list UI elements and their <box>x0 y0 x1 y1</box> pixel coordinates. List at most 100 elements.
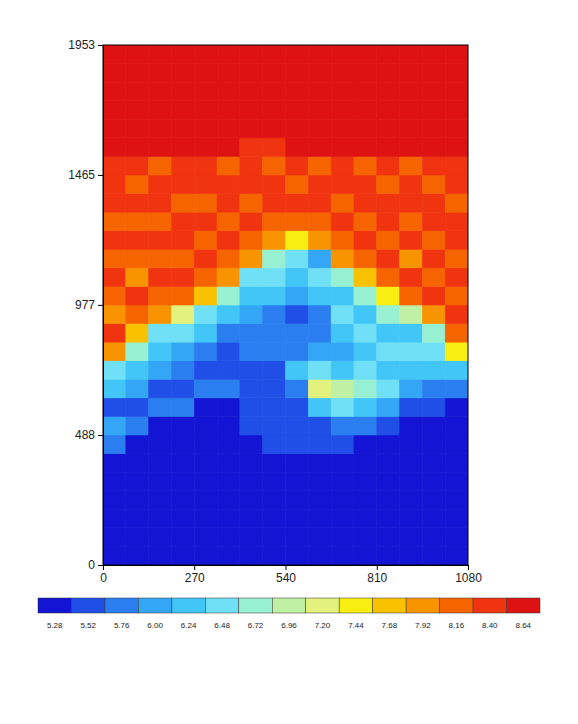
heatmap-cell <box>422 119 445 138</box>
heatmap-cell <box>400 119 423 138</box>
heatmap-cell <box>286 82 309 101</box>
heatmap-cell <box>308 286 331 305</box>
heatmap-cell <box>308 398 331 417</box>
tick: 1080 <box>455 565 482 585</box>
heatmap-cell <box>308 64 331 83</box>
heatmap-cell <box>194 435 217 454</box>
heatmap-cell <box>377 194 400 213</box>
heatmap-cell <box>422 361 445 380</box>
heatmap-cell <box>400 546 423 565</box>
heatmap-cell <box>103 491 126 510</box>
heatmap-cell <box>400 416 423 435</box>
heatmap-cell <box>217 324 240 343</box>
heatmap-cell <box>194 194 217 213</box>
heatmap-cell <box>422 342 445 361</box>
heatmap-cell <box>217 528 240 547</box>
heatmap-cell <box>240 342 263 361</box>
heatmap-cell <box>400 305 423 324</box>
tick: 977 <box>75 298 103 312</box>
heatmap-cell <box>194 286 217 305</box>
heatmap-cell <box>149 435 172 454</box>
heatmap-cell <box>286 398 309 417</box>
heatmap-cell <box>445 194 468 213</box>
heatmap-cell <box>445 324 468 343</box>
heatmap-cell <box>171 342 194 361</box>
heatmap-cell <box>308 324 331 343</box>
chart: 027054081010800488977146519535.285.525.7… <box>0 0 578 724</box>
heatmap-cell <box>331 454 354 473</box>
heatmap-cell <box>308 194 331 213</box>
heatmap-cell <box>126 416 149 435</box>
heatmap-cell <box>126 249 149 268</box>
heatmap-cell <box>103 361 126 380</box>
heatmap-cell <box>171 528 194 547</box>
heatmap-cell <box>400 101 423 120</box>
heatmap-cell <box>331 156 354 175</box>
heatmap-cell <box>240 101 263 120</box>
heatmap-cell <box>263 286 286 305</box>
heatmap-cell <box>171 268 194 287</box>
heatmap-cell <box>286 286 309 305</box>
heatmap-cell <box>217 194 240 213</box>
heatmap-cell <box>445 138 468 157</box>
heatmap-cell <box>103 156 126 175</box>
heatmap-cell <box>400 398 423 417</box>
heatmap-cell <box>126 398 149 417</box>
heatmap-cell <box>354 212 377 231</box>
heatmap-cell <box>400 64 423 83</box>
heatmap-cell <box>126 379 149 398</box>
heatmap-cell <box>354 119 377 138</box>
y-axis: 048897714651953 <box>68 38 103 572</box>
heatmap-cell <box>126 64 149 83</box>
heatmap-cell <box>445 156 468 175</box>
heatmap-cell <box>194 138 217 157</box>
heatmap-cell <box>240 119 263 138</box>
heatmap-cell <box>194 416 217 435</box>
heatmap-cell <box>400 509 423 528</box>
heatmap-cell <box>194 156 217 175</box>
heatmap-cell <box>194 454 217 473</box>
heatmap-cell <box>217 546 240 565</box>
heatmap-cell <box>400 249 423 268</box>
colorbar-swatch <box>71 598 104 613</box>
heatmap-cell <box>171 64 194 83</box>
heatmap-cell <box>194 528 217 547</box>
heatmap-cell <box>103 509 126 528</box>
heatmap-cell <box>354 45 377 64</box>
heatmap-cell <box>126 101 149 120</box>
heatmap-cell <box>103 546 126 565</box>
heatmap-cell <box>149 64 172 83</box>
heatmap-cell <box>354 101 377 120</box>
heatmap-cell <box>126 138 149 157</box>
heatmap-cell <box>400 194 423 213</box>
heatmap-cell <box>149 156 172 175</box>
heatmap-cell <box>194 491 217 510</box>
heatmap-cell <box>422 324 445 343</box>
heatmap-cell <box>308 472 331 491</box>
heatmap-cell <box>217 268 240 287</box>
tick-label: 1465 <box>68 168 95 182</box>
heatmap-cell <box>445 249 468 268</box>
heatmap-cell <box>286 138 309 157</box>
heatmap-cell <box>286 101 309 120</box>
heatmap-cell <box>286 361 309 380</box>
heatmap-cell <box>422 156 445 175</box>
heatmap-cell <box>400 528 423 547</box>
heatmap-cell <box>331 64 354 83</box>
heatmap-cell <box>240 194 263 213</box>
heatmap-cell <box>286 119 309 138</box>
heatmap-cell <box>445 82 468 101</box>
heatmap-cell <box>217 212 240 231</box>
heatmap-cell <box>126 361 149 380</box>
heatmap-cell <box>263 119 286 138</box>
heatmap-cell <box>422 286 445 305</box>
heatmap-cell <box>331 249 354 268</box>
heatmap-cell <box>286 379 309 398</box>
tick: 0 <box>88 558 103 572</box>
heatmap-cell <box>103 45 126 64</box>
colorbar: 5.285.525.766.006.246.486.726.967.207.44… <box>38 598 540 630</box>
heatmap-cell <box>149 342 172 361</box>
heatmap-cell <box>149 528 172 547</box>
heatmap-cell <box>240 379 263 398</box>
heatmap-cell <box>149 101 172 120</box>
